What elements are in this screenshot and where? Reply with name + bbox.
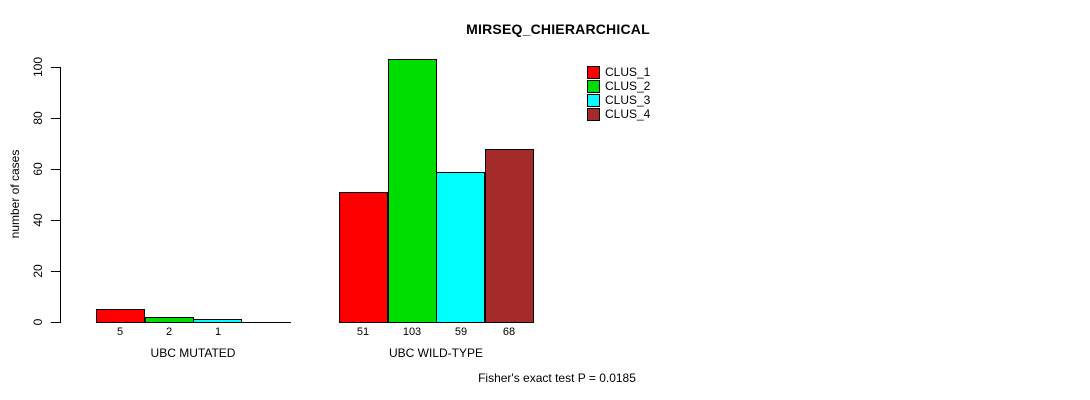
y-axis-title: number of cases: [8, 149, 22, 239]
y-axis-tick-label: 40: [31, 213, 45, 227]
bar-value-label-clus_4-group2: 68: [502, 326, 516, 338]
y-axis-tick: [51, 220, 60, 221]
bar-value-label-clus_3-group2: 59: [454, 326, 468, 338]
bar-clus_3-group1: [193, 319, 242, 323]
legend-label-clus_1: CLUS_1: [605, 65, 651, 79]
bar-value-label-clus_1-group2: 51: [356, 326, 370, 338]
y-axis-tick: [51, 169, 60, 170]
bar-value-label-clus_3-group1: 1: [214, 326, 222, 338]
bar-clus_1-group2: [339, 192, 388, 323]
y-axis-tick: [51, 322, 60, 323]
y-axis-tick-label: 100: [31, 56, 45, 78]
y-axis-tick: [51, 67, 60, 68]
y-axis-line: [60, 67, 61, 323]
group-label-ubc-mutated: UBC MUTATED: [150, 346, 236, 360]
legend-swatch-clus_3: [587, 94, 600, 107]
bar-clus_2-group2: [388, 59, 437, 323]
y-axis-tick: [51, 118, 60, 119]
bar-clus_2-group1: [145, 317, 194, 323]
legend-swatch-clus_2: [587, 80, 600, 93]
group-label-ubc-wild-type: UBC WILD-TYPE: [388, 346, 484, 360]
y-axis-tick-label: 0: [31, 318, 45, 326]
bar-value-label-clus_2-group1: 2: [165, 326, 173, 338]
y-axis-tick-label: 80: [31, 111, 45, 125]
bar-clus_4-group1-zero: [242, 322, 291, 323]
legend-label-clus_2: CLUS_2: [605, 79, 651, 93]
y-axis-tick: [51, 271, 60, 272]
fishers-test-annotation: Fisher's exact test P = 0.0185: [478, 371, 636, 385]
legend-swatch-clus_4: [587, 108, 600, 121]
y-axis-tick-label: 60: [31, 162, 45, 176]
legend-swatch-clus_1: [587, 66, 600, 79]
bar-value-label-clus_1-group1: 5: [116, 326, 124, 338]
bar-clus_1-group1: [96, 309, 145, 323]
legend-label-clus_4: CLUS_4: [605, 107, 651, 121]
legend-label-clus_3: CLUS_3: [605, 93, 651, 107]
bar-value-label-clus_2-group2: 103: [402, 326, 422, 338]
bar-clus_3-group2: [436, 172, 485, 323]
chart-title: MIRSEQ_CHIERARCHICAL: [466, 21, 650, 37]
y-axis-tick-label: 20: [31, 264, 45, 278]
bar-clus_4-group2: [485, 149, 534, 323]
